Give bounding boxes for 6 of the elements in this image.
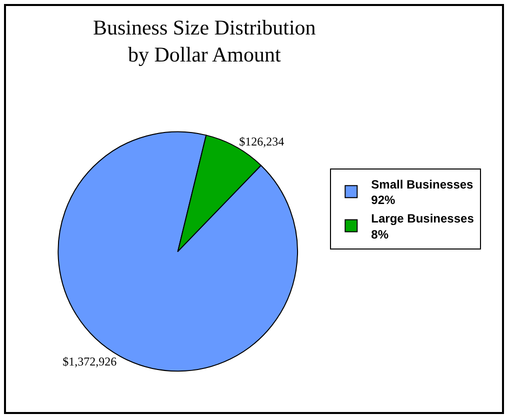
pie-slice [58,131,298,372]
legend-label: Small Businesses 92% [371,177,474,208]
data-label: $1,372,926 [62,354,117,369]
chart-title: Business Size Distribution by Dollar Amount [92,15,316,67]
data-label: $126,234 [239,134,284,148]
legend-label: Large Businesses 8% [371,212,474,242]
